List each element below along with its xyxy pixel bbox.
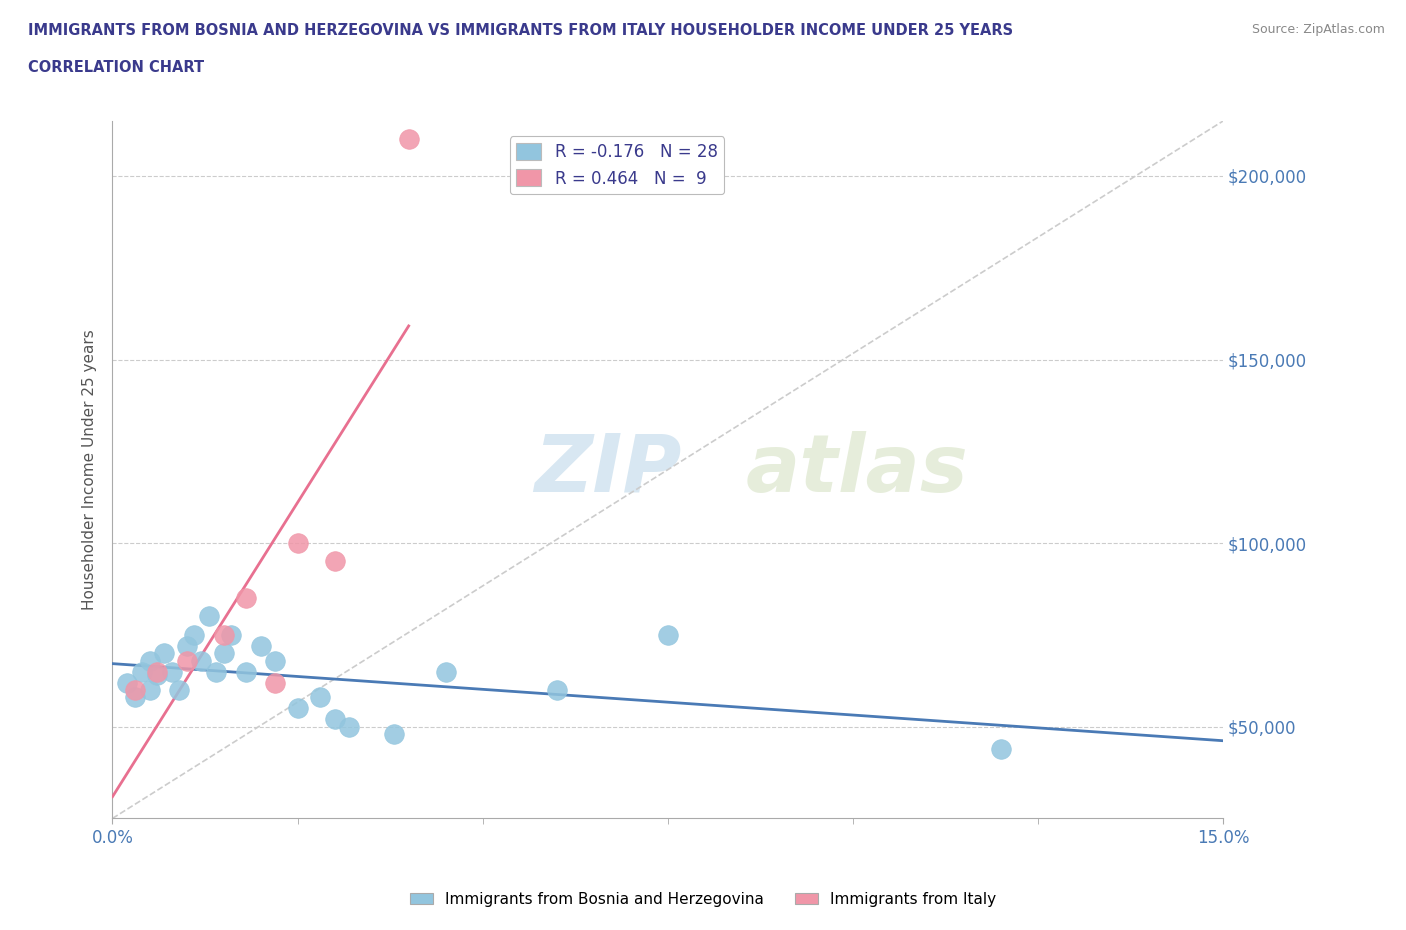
Legend: Immigrants from Bosnia and Herzegovina, Immigrants from Italy: Immigrants from Bosnia and Herzegovina, …: [404, 886, 1002, 913]
Point: [398, 132, 420, 147]
Point: [124, 683, 146, 698]
Point: [235, 664, 257, 679]
Point: [205, 664, 228, 679]
Text: ZIP: ZIP: [534, 431, 682, 509]
Point: [323, 711, 346, 726]
Text: CORRELATION CHART: CORRELATION CHART: [28, 60, 204, 75]
Point: [382, 726, 405, 741]
Point: [131, 664, 153, 679]
Point: [212, 628, 235, 643]
Point: [546, 683, 568, 698]
Point: [160, 664, 183, 679]
Point: [249, 638, 271, 653]
Point: [176, 638, 198, 653]
Y-axis label: Householder Income Under 25 years: Householder Income Under 25 years: [82, 329, 97, 610]
Point: [287, 701, 309, 716]
Text: Source: ZipAtlas.com: Source: ZipAtlas.com: [1251, 23, 1385, 36]
Text: atlas: atlas: [745, 431, 969, 509]
Point: [264, 675, 287, 690]
Point: [219, 628, 242, 643]
Point: [138, 683, 160, 698]
Point: [190, 653, 212, 668]
Point: [197, 609, 219, 624]
Point: [235, 591, 257, 605]
Point: [153, 645, 176, 660]
Point: [308, 690, 330, 705]
Point: [264, 653, 287, 668]
Point: [434, 664, 457, 679]
Legend: R = -0.176   N = 28, R = 0.464   N =  9: R = -0.176 N = 28, R = 0.464 N = 9: [509, 136, 724, 194]
Point: [146, 668, 169, 683]
Point: [183, 628, 205, 643]
Point: [167, 683, 190, 698]
Point: [138, 653, 160, 668]
Text: IMMIGRANTS FROM BOSNIA AND HERZEGOVINA VS IMMIGRANTS FROM ITALY HOUSEHOLDER INCO: IMMIGRANTS FROM BOSNIA AND HERZEGOVINA V…: [28, 23, 1014, 38]
Point: [124, 690, 146, 705]
Point: [212, 645, 235, 660]
Point: [176, 653, 198, 668]
Point: [339, 719, 361, 734]
Point: [117, 675, 139, 690]
Point: [657, 628, 679, 643]
Point: [287, 536, 309, 551]
Point: [146, 664, 169, 679]
Point: [323, 554, 346, 569]
Point: [990, 741, 1012, 756]
